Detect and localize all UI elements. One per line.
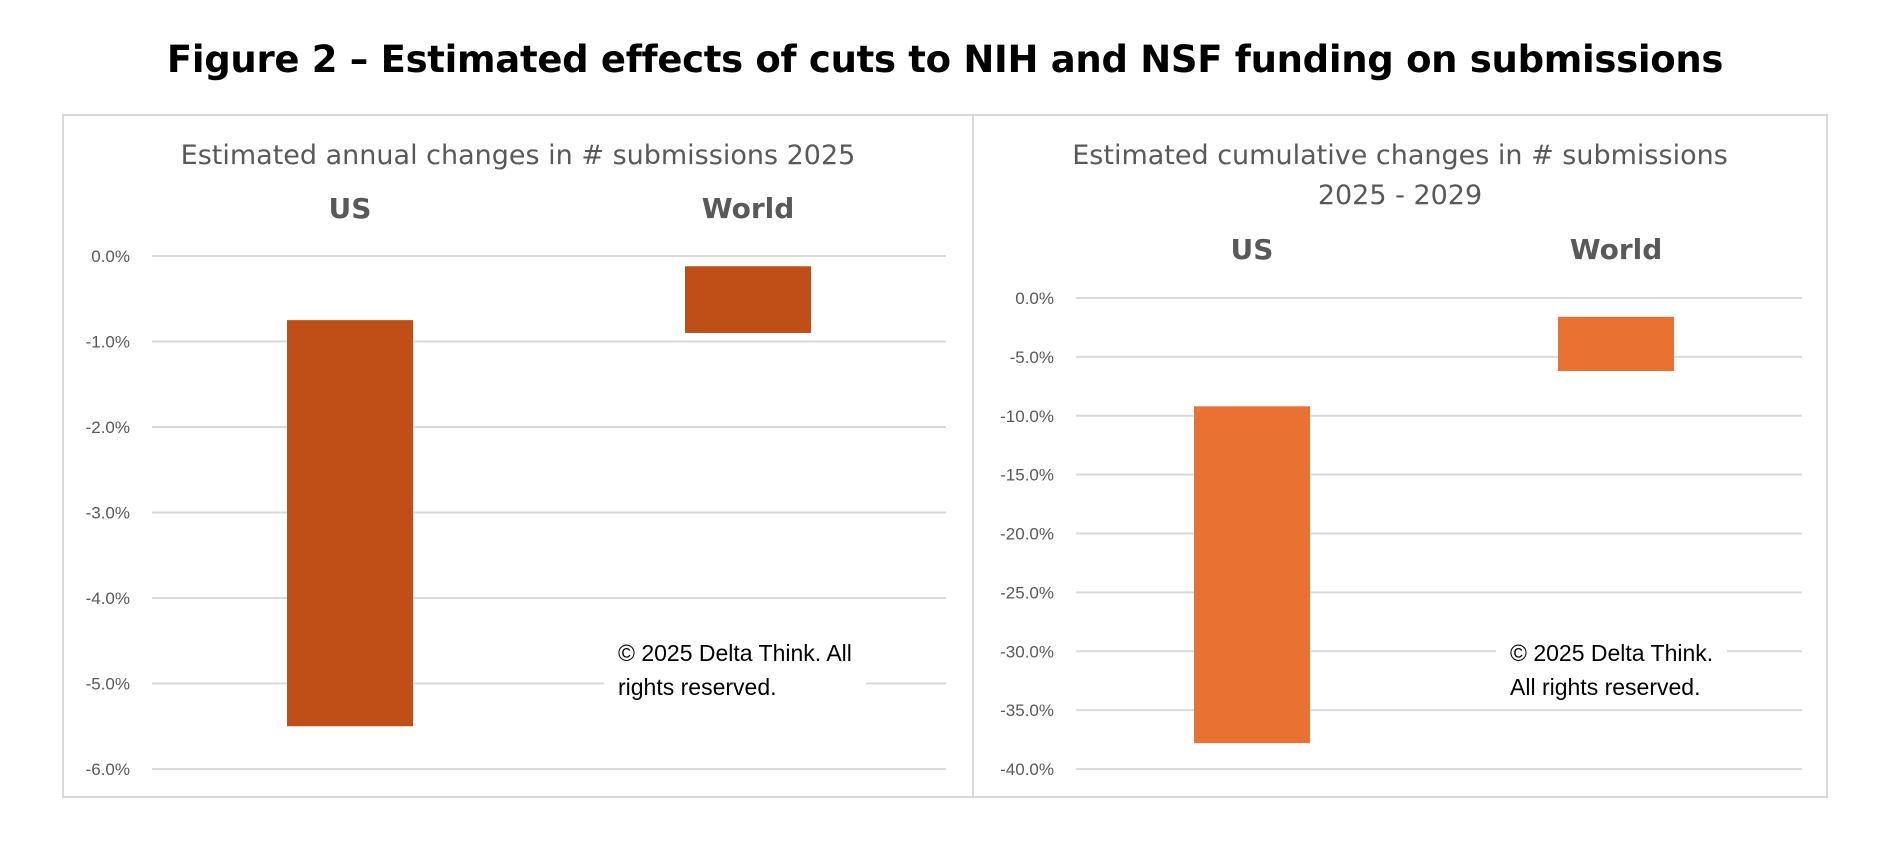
y-tick-label: -6.0% [86,760,130,779]
bar-world [1558,316,1674,372]
figure-title: Figure 2 – Estimated effects of cuts to … [166,38,1724,81]
category-label-us: US [328,192,372,225]
y-tick-label: -35.0% [1000,701,1054,720]
copyright-note: © 2025 Delta Think. All rights reserved. [1496,636,1728,704]
y-tick-label: -5.0% [86,675,130,694]
y-tick-label: 0.0% [1015,289,1054,308]
y-tick-label: -5.0% [1010,348,1054,367]
y-tick-label: -40.0% [1000,760,1054,779]
category-label-world: World [701,192,795,225]
annual-chart-title: Estimated annual changes in # submission… [64,136,972,176]
bar-us [287,320,413,727]
annual-chart-title-line-1: Estimated annual changes in # submission… [180,140,856,171]
y-tick-label: -25.0% [1000,583,1054,602]
bar-world [685,266,811,333]
y-tick-label: 0.0% [91,247,130,266]
copyright-line-1: © 2025 Delta Think. All [618,640,852,666]
bar-us [1194,406,1310,744]
y-tick-label: -20.0% [1000,525,1054,544]
y-tick-label: -15.0% [1000,466,1054,485]
copyright-line-2: rights reserved. [618,674,777,700]
cumulative-changes-chart: 0.0% -5.0% -10.0% -15.0% -20.0% -25.0% -30.0% -… [972,114,1828,798]
y-tick-label: -4.0% [86,589,130,608]
annual-changes-plot: 0.0% -1.0% -2.0% -3.0% -4.0% -5.0% -6.0% [86,247,946,779]
y-tick-label: -3.0% [86,504,130,523]
cumulative-changes-plot: 0.0% -5.0% -10.0% -15.0% -20.0% -25.0% -30.0% -… [1000,289,1802,779]
copyright-line-1: © 2025 Delta Think. [1510,640,1714,666]
annual-changes-chart: 0.0% -1.0% -2.0% -3.0% -4.0% -5.0% -6.0% Estim… [62,114,974,798]
category-label-us: US [1230,233,1274,266]
category-label-world: World [1569,233,1663,266]
cumulative-chart-title-line-2: 2025 - 2029 [1317,180,1483,211]
copyright-line-2: All rights reserved. [1510,674,1701,700]
cumulative-chart-title-line-1: Estimated cumulative changes in # submis… [1072,140,1728,171]
y-tick-label: -2.0% [86,418,130,437]
y-tick-label: -10.0% [1000,407,1054,426]
y-tick-label: -30.0% [1000,642,1054,661]
cumulative-chart-title: Estimated cumulative changes in # submis… [974,136,1826,216]
y-tick-label: -1.0% [86,333,130,352]
copyright-note: © 2025 Delta Think. All rights reserved. [604,636,866,704]
